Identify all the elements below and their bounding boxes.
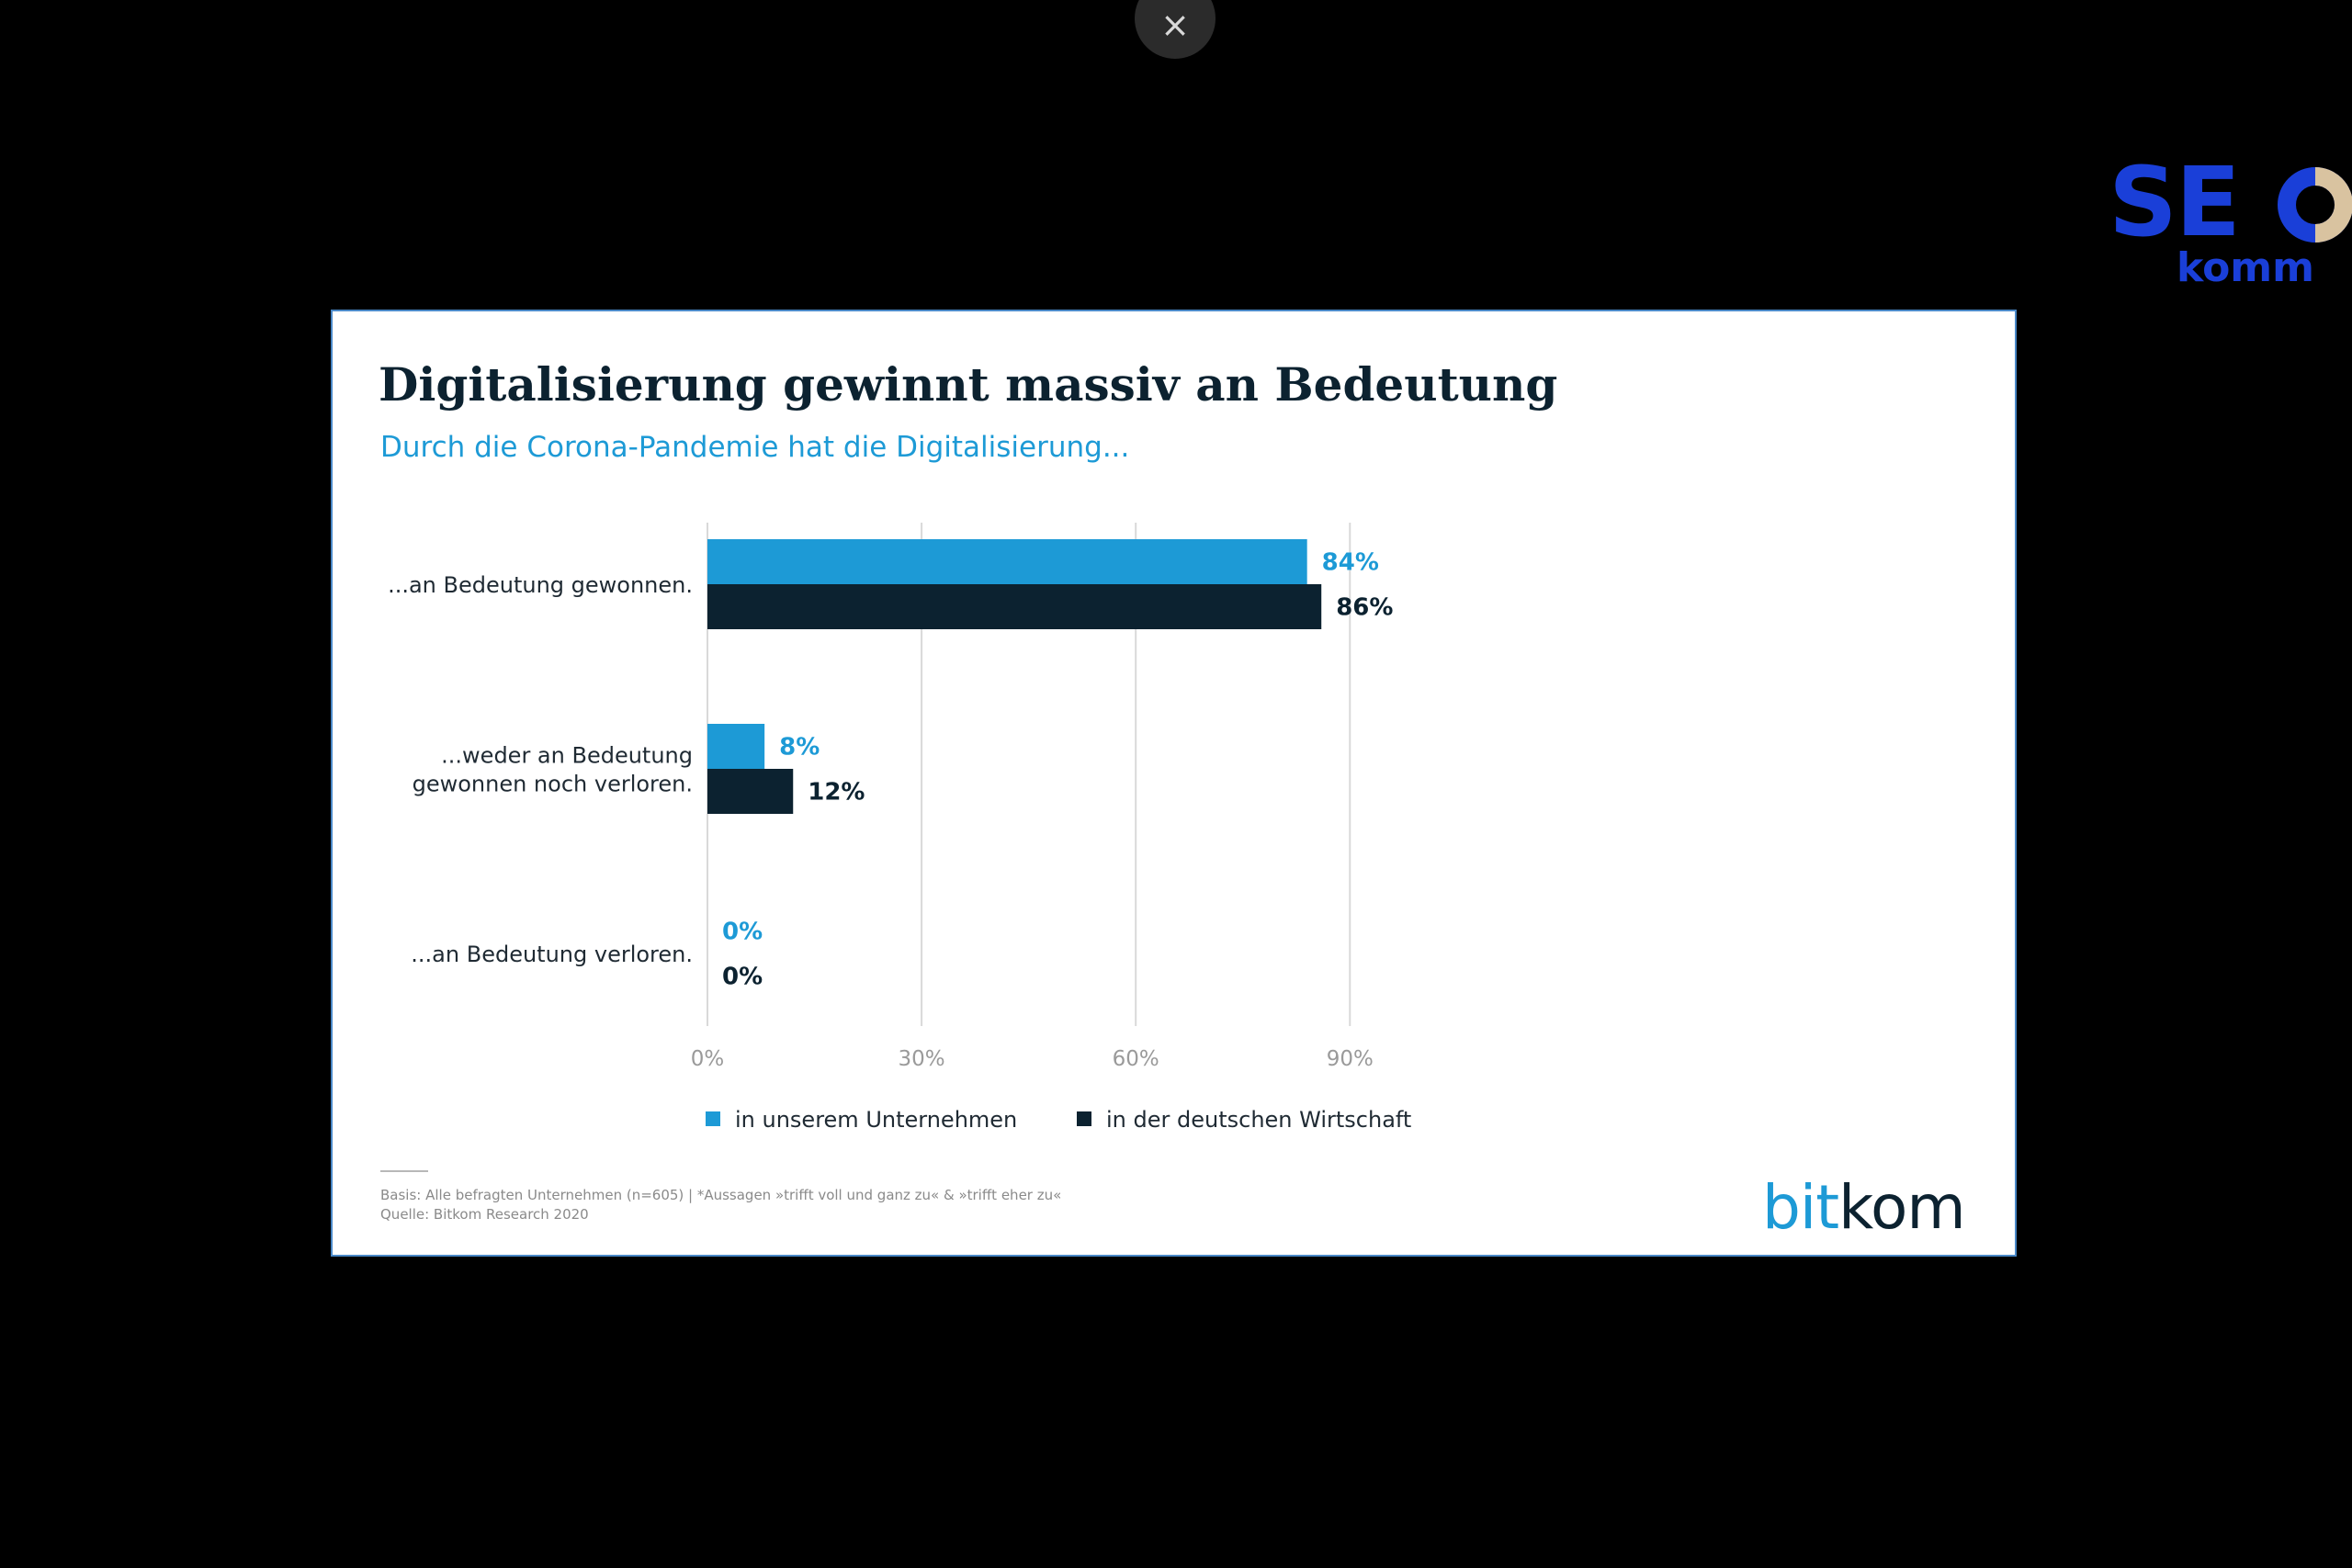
- data-label: 0%: [722, 919, 763, 946]
- close-icon: ×: [1160, 5, 1190, 45]
- x-tick-label: 60%: [1113, 1047, 1159, 1071]
- category-label: ...an Bedeutung gewonnen.: [388, 572, 693, 598]
- close-button[interactable]: ×: [1135, 0, 1216, 59]
- seokomm-logo-o: [2278, 167, 2352, 243]
- seokomm-logo: SE komm: [2109, 154, 2352, 292]
- legend-swatch: [1077, 1111, 1091, 1126]
- data-label: 8%: [779, 734, 820, 761]
- bitkom-logo-kom: kom: [1838, 1172, 1966, 1243]
- x-tick-label: 90%: [1327, 1047, 1374, 1071]
- legend-label: in unserem Unternehmen: [735, 1107, 1017, 1133]
- chart-subtitle: Durch die Corona-Pandemie hat die Digita…: [380, 431, 1130, 464]
- legend-label: in der deutschen Wirtschaft: [1106, 1107, 1411, 1133]
- category-label: ...weder an Bedeutung: [441, 743, 693, 769]
- legend-swatch: [706, 1111, 720, 1126]
- bar: [707, 539, 1307, 584]
- bar: [707, 724, 765, 769]
- footnote-divider: [380, 1170, 428, 1172]
- bitkom-logo-bit: bit: [1762, 1172, 1839, 1243]
- footnote-source: Quelle: Bitkom Research 2020: [380, 1206, 589, 1223]
- footnote: Basis: Alle befragten Unternehmen (n=605…: [380, 1186, 1061, 1224]
- data-label: 0%: [722, 964, 763, 991]
- category-label: ...an Bedeutung verloren.: [411, 942, 693, 967]
- chart-title: Digitalisierung gewinnt massiv an Bedeut…: [379, 357, 1558, 412]
- x-tick-label: 30%: [899, 1047, 945, 1071]
- footnote-basis: Basis: Alle befragten Unternehmen (n=605…: [380, 1187, 1062, 1203]
- category-label: gewonnen noch verloren.: [413, 772, 693, 797]
- data-label: 12%: [808, 779, 865, 807]
- x-tick-label: 0%: [691, 1047, 725, 1071]
- bar-chart: 0% 30% 60% 90% ...an Bedeutung gewonnen. 84% 8…: [388, 523, 1411, 1133]
- bar: [707, 769, 794, 814]
- data-label: 86%: [1336, 594, 1393, 622]
- chart-slide: Digitalisierung gewinnt massiv an Bedeut…: [331, 310, 2017, 1257]
- data-label: 84%: [1322, 549, 1379, 577]
- bitkom-logo: bitkom: [1762, 1171, 1966, 1245]
- bar: [707, 584, 1322, 629]
